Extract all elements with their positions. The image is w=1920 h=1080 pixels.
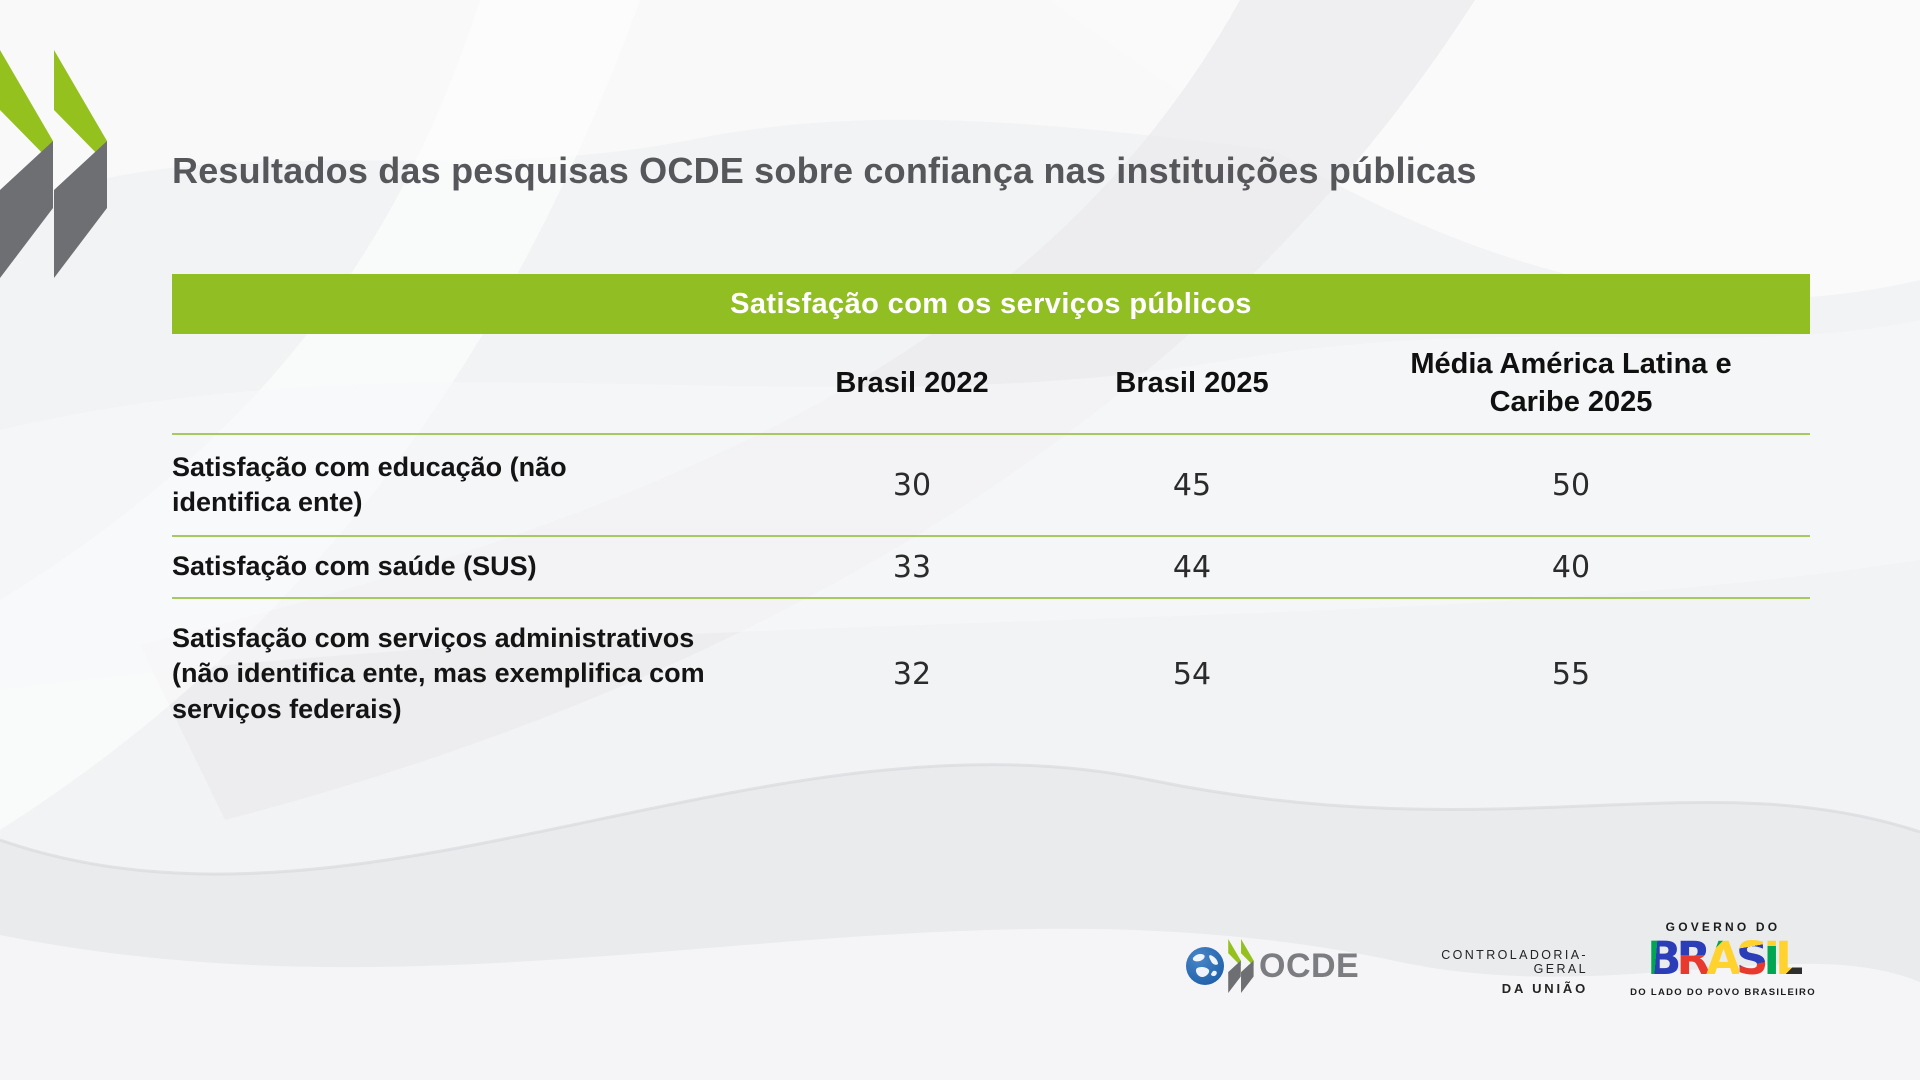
governo-do-brasil-logo: GOVERNO DO BRASIL DO LADO DO POVO BRASIL… xyxy=(1630,920,1816,998)
cell-value: 40 xyxy=(1551,549,1591,585)
column-header-brasil-2025: Brasil 2025 xyxy=(1115,366,1269,399)
cgu-line1: CONTROLADORIA-GERAL xyxy=(1441,948,1588,976)
cell-value: 54 xyxy=(1172,656,1212,692)
globe-icon xyxy=(1186,947,1224,985)
cell-value: 50 xyxy=(1551,467,1591,503)
table-title-banner: Satisfação com os serviços públicos xyxy=(172,274,1810,334)
cell-value: 33 xyxy=(892,549,932,585)
row-label-saude: Satisfação com saúde (SUS) xyxy=(172,551,537,582)
ocde-wordmark: OCDE xyxy=(1259,946,1360,985)
cell-value: 45 xyxy=(1172,467,1212,503)
table-row: Satisfação com saúde (SUS) 33 44 40 xyxy=(172,537,1810,599)
table-row: Satisfação com serviços administrativos … xyxy=(172,599,1810,749)
cgu-logo: CONTROLADORIA-GERAL DA UNIÃO xyxy=(1390,948,1588,996)
govbr-bottom-text: DO LADO DO POVO BRASILEIRO xyxy=(1630,987,1816,998)
cell-value: 32 xyxy=(892,656,932,692)
table-row: Satisfação com educação (não identifica … xyxy=(172,435,1810,537)
row-label-educacao: Satisfação com educação (não identifica … xyxy=(172,451,567,517)
ocde-logo: OCDE xyxy=(1185,938,1359,994)
table-title-text: Satisfação com os serviços públicos xyxy=(730,287,1252,320)
oecd-chevrons-logo xyxy=(0,50,107,278)
column-header-media-alc-2025: Média América Latina e Caribe 2025 xyxy=(1410,347,1732,418)
table-header-row: Brasil 2022 Brasil 2025 Média América La… xyxy=(172,334,1810,435)
cell-value: 30 xyxy=(892,467,932,503)
cgu-line2: DA UNIÃO xyxy=(1501,981,1588,996)
brasil-wordmark: BRASIL xyxy=(1647,932,1804,985)
slide-title: Resultados das pesquisas OCDE sobre conf… xyxy=(172,150,1477,191)
cell-value: 44 xyxy=(1172,549,1212,585)
govbr-top-text: GOVERNO DO xyxy=(1665,920,1781,934)
cell-value: 55 xyxy=(1551,656,1591,692)
row-label-servicos-administrativos: Satisfação com serviços administrativos … xyxy=(172,623,705,724)
satisfaction-table: Satisfação com os serviços públicos Bras… xyxy=(172,274,1810,749)
column-header-brasil-2022: Brasil 2022 xyxy=(835,366,989,399)
oecd-chevrons-icon xyxy=(1228,938,1254,994)
